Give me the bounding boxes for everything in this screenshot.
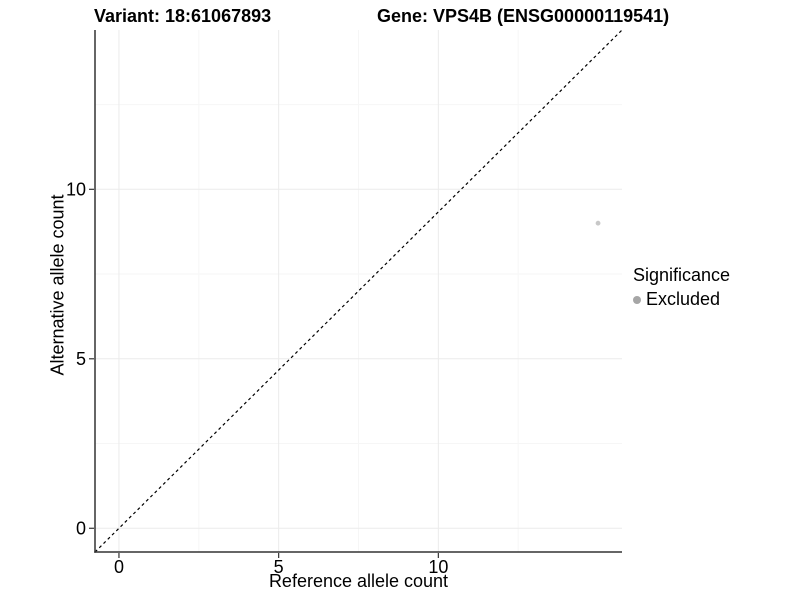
- x-tick-label: 5: [274, 557, 284, 577]
- plot-title-gene: Gene: VPS4B (ENSG00000119541): [377, 6, 670, 26]
- legend-title: Significance: [633, 265, 731, 285]
- x-axis-title: Reference allele count: [268, 571, 449, 591]
- identity-dashed-line: [94, 29, 623, 553]
- legend: Significance Excluded: [633, 265, 730, 310]
- x-tick-label: 10: [428, 557, 448, 577]
- legend-item-excluded: Excluded: [633, 289, 730, 310]
- legend-key-dot-icon: [633, 295, 641, 304]
- data-point: [595, 220, 601, 226]
- y-axis-title: Alternative allele count: [47, 194, 68, 376]
- x-tick-label: 0: [114, 557, 124, 577]
- legend-item-label: Excluded: [646, 289, 721, 309]
- y-tick-label: 5: [76, 349, 86, 369]
- y-tick-label: 10: [66, 179, 86, 199]
- y-tick-label: 0: [76, 518, 86, 538]
- plot-title-variant: Variant: 18:61067893: [94, 6, 272, 26]
